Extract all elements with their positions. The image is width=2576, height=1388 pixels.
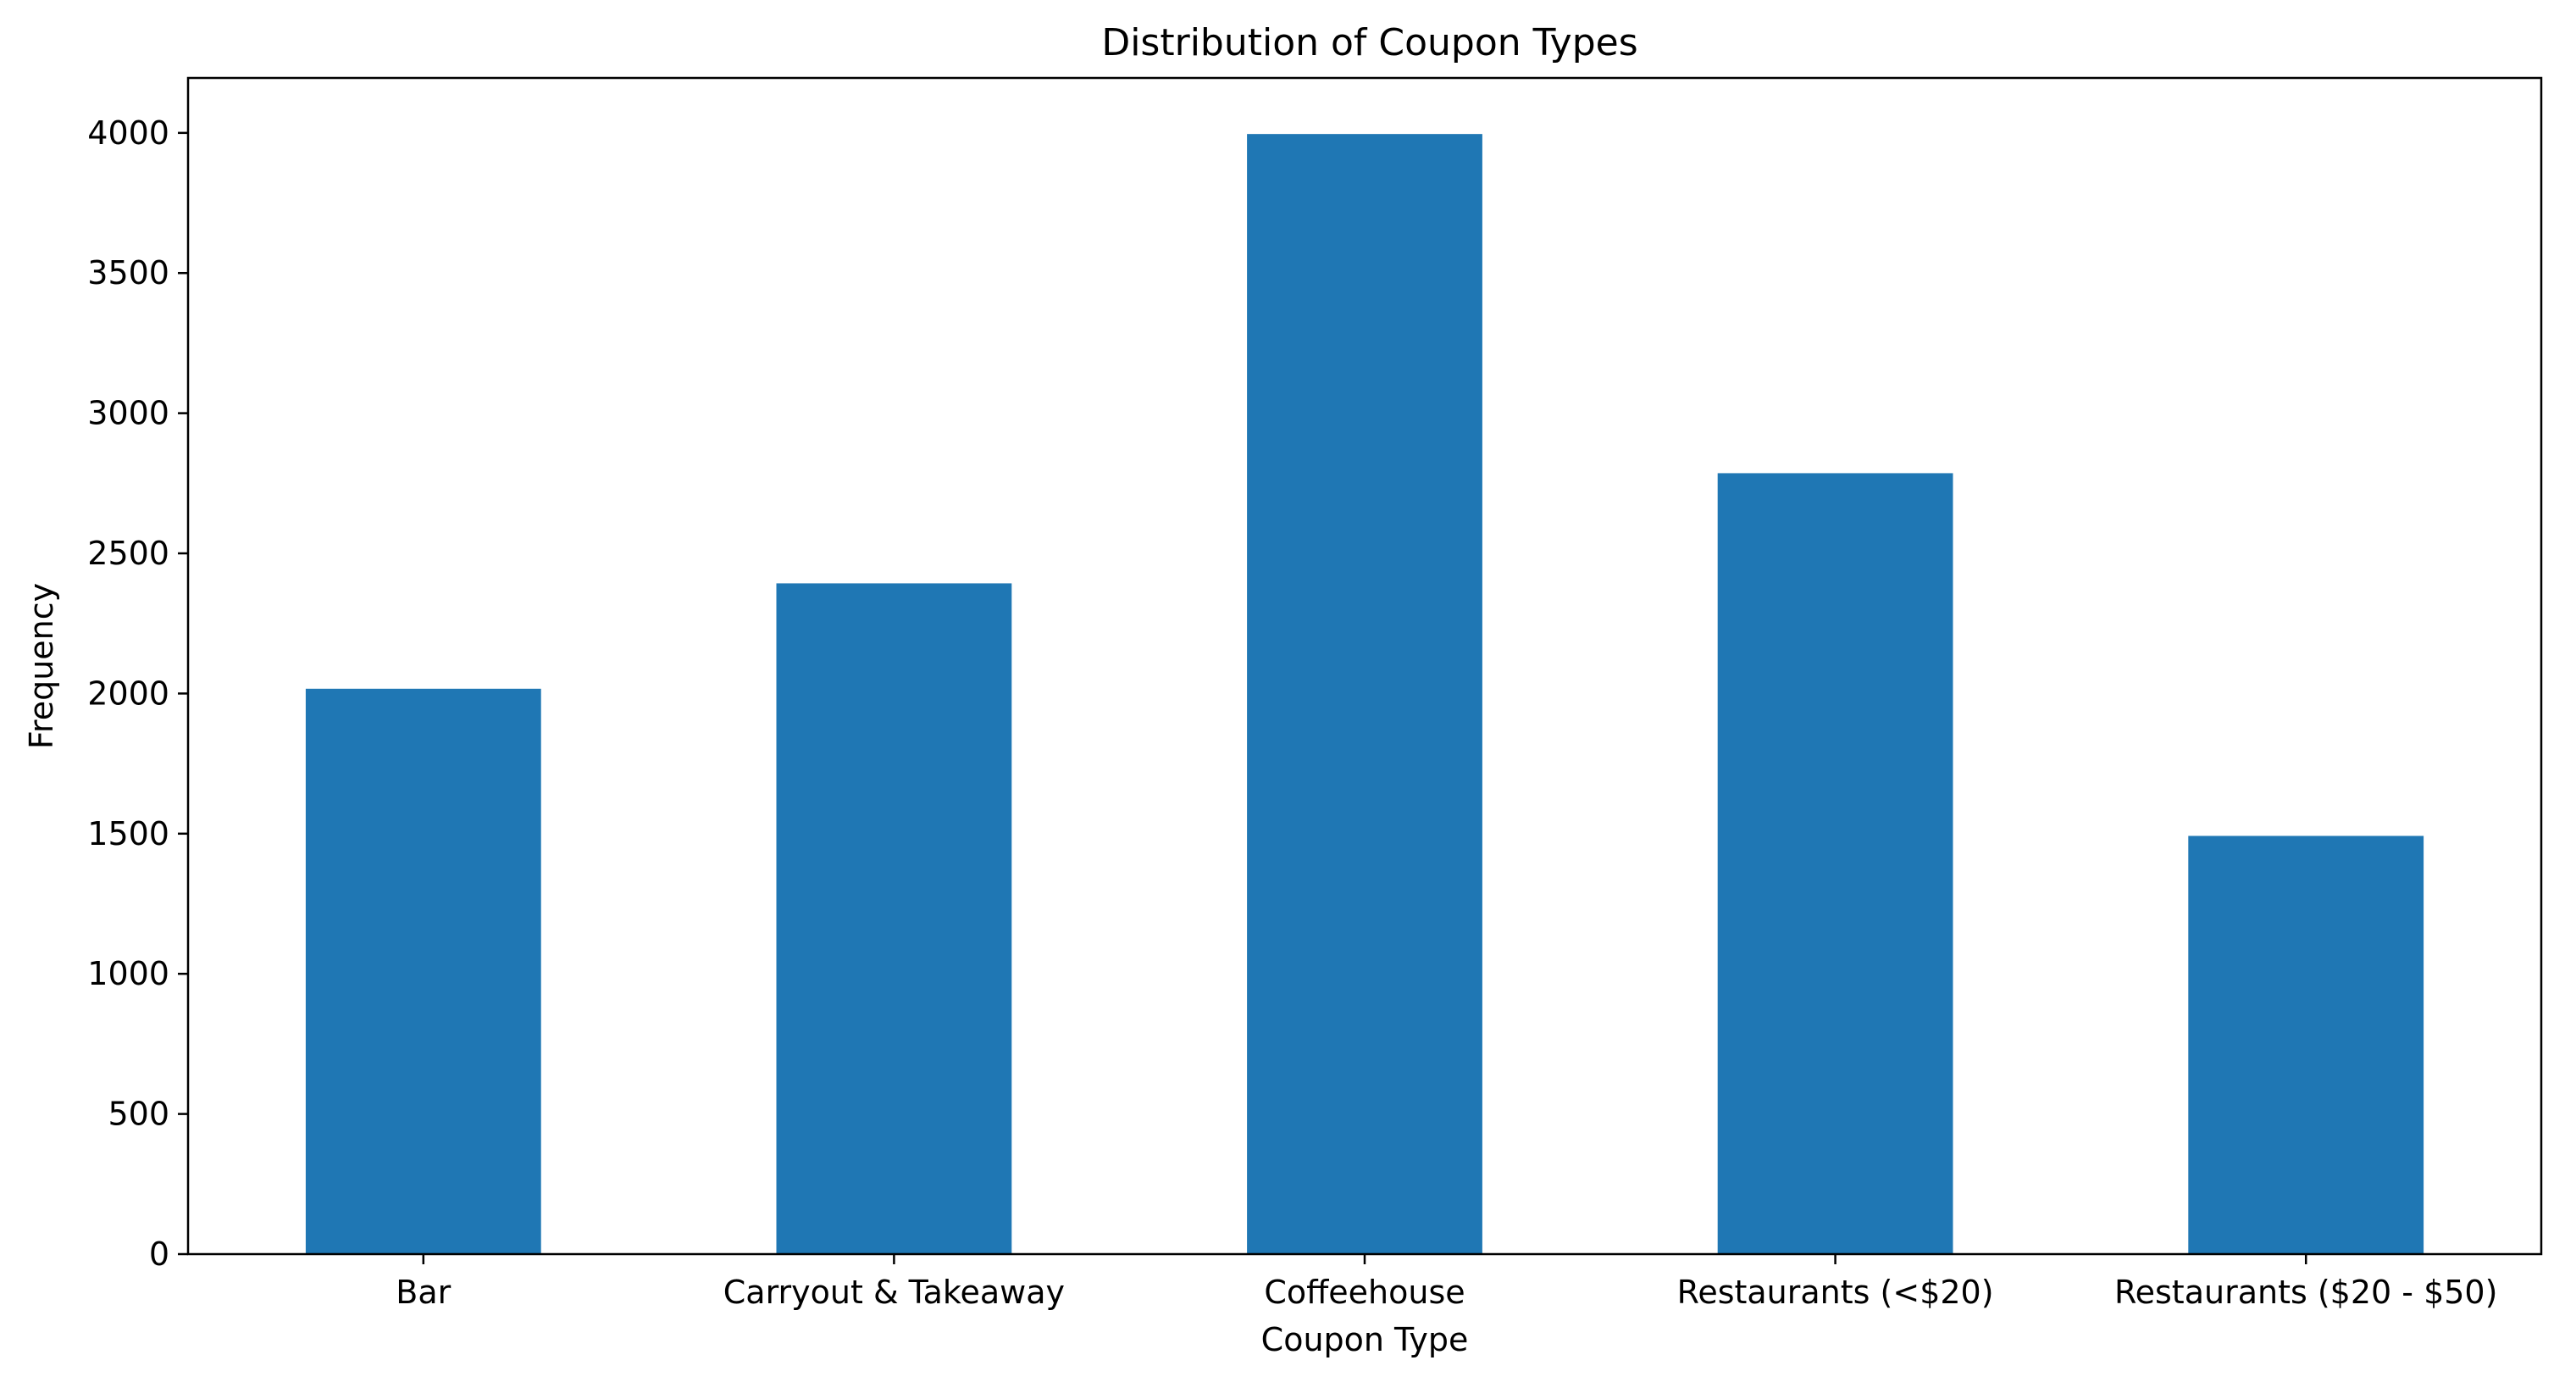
chart-title: Distribution of Coupon Types <box>1101 21 1637 64</box>
y-tick-label: 1000 <box>87 955 169 992</box>
y-tick-label: 4000 <box>87 114 169 152</box>
x-tick-label: Restaurants (<$20) <box>1677 1274 1994 1311</box>
bar-restaurants-20-50 <box>2188 836 2424 1254</box>
y-tick-label: 2000 <box>87 675 169 712</box>
y-tick-label: 3000 <box>87 395 169 432</box>
y-axis-label: Frequency <box>23 583 60 749</box>
x-axis-label: Coupon Type <box>1261 1321 1469 1358</box>
bar-restaurants-20 <box>1717 473 1953 1254</box>
ticks-layer: Bar Carryout & Takeaway Coffeehouse Restaur… <box>87 114 2497 1311</box>
bar-carryout-takeaway <box>776 583 1012 1254</box>
bar-coffeehouse <box>1247 134 1482 1255</box>
plot-area-frame <box>186 76 2543 1256</box>
bar-bar <box>305 688 541 1254</box>
x-tick-label: Carryout & Takeaway <box>723 1274 1065 1311</box>
x-tick-label: Restaurants ($20 - $50) <box>2114 1274 2498 1311</box>
y-tick-label: 2500 <box>87 535 169 572</box>
y-tick-label: 3500 <box>87 254 169 291</box>
y-tick-label: 0 <box>149 1235 169 1273</box>
bars-layer <box>305 134 2424 1255</box>
x-tick-label: Coffeehouse <box>1264 1274 1465 1311</box>
x-tick-label: Bar <box>396 1274 451 1311</box>
y-tick-label: 1500 <box>87 815 169 852</box>
y-tick-label: 500 <box>108 1096 169 1133</box>
